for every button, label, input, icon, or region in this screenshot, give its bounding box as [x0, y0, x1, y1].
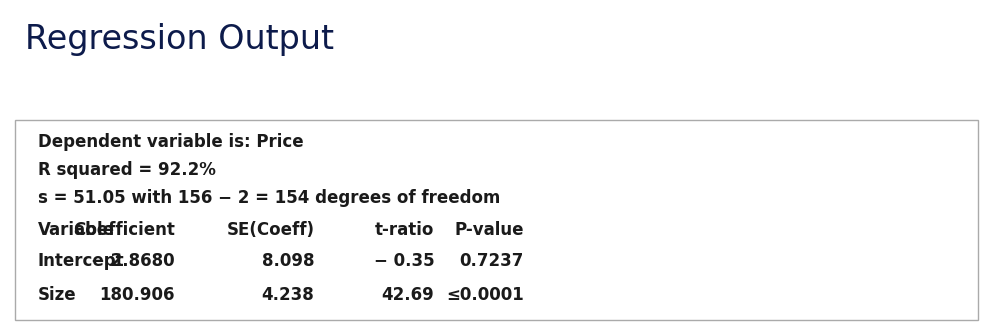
Text: Coefficient: Coefficient [73, 221, 175, 239]
Text: 42.69: 42.69 [381, 286, 434, 304]
Text: R squared = 92.2%: R squared = 92.2% [38, 161, 216, 179]
Text: SE(Coeff): SE(Coeff) [227, 221, 314, 239]
Text: Intercept: Intercept [38, 252, 125, 270]
Text: Dependent variable is: Price: Dependent variable is: Price [38, 133, 303, 151]
Text: t-ratio: t-ratio [375, 221, 434, 239]
Text: Size: Size [38, 286, 77, 304]
Text: s = 51.05 with 156 − 2 = 154 degrees of freedom: s = 51.05 with 156 − 2 = 154 degrees of … [38, 189, 500, 207]
Text: P-value: P-value [454, 221, 524, 239]
Text: 0.7237: 0.7237 [459, 252, 524, 270]
Text: 8.098: 8.098 [261, 252, 314, 270]
Text: 180.906: 180.906 [99, 286, 175, 304]
Text: − 2.8680: − 2.8680 [91, 252, 175, 270]
Text: − 0.35: − 0.35 [373, 252, 434, 270]
Text: Variable: Variable [38, 221, 115, 239]
Text: 4.238: 4.238 [261, 286, 314, 304]
Text: ≤0.0001: ≤0.0001 [446, 286, 524, 304]
Text: Regression Output: Regression Output [25, 23, 334, 56]
